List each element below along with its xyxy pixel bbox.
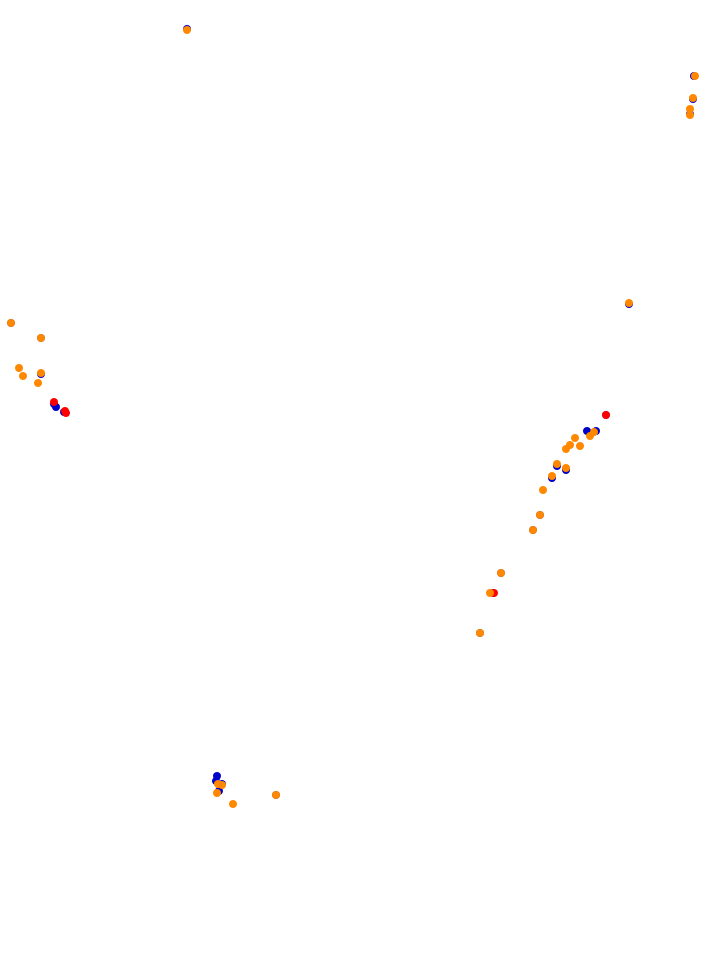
data-point	[213, 789, 221, 797]
data-point	[37, 369, 45, 377]
data-point	[539, 486, 547, 494]
series-2	[7, 26, 699, 808]
data-point	[571, 434, 579, 442]
data-point	[576, 442, 584, 450]
data-point	[19, 372, 27, 380]
data-point	[37, 334, 45, 342]
series-1	[50, 398, 610, 597]
data-point	[34, 379, 42, 387]
data-point	[486, 589, 494, 597]
data-point	[553, 460, 561, 468]
data-point	[15, 364, 23, 372]
data-point	[536, 511, 544, 519]
data-point	[272, 791, 280, 799]
data-point	[497, 569, 505, 577]
data-point	[476, 629, 484, 637]
data-point	[602, 411, 610, 419]
data-point	[590, 428, 598, 436]
data-point	[183, 26, 191, 34]
data-point	[691, 72, 699, 80]
data-point	[529, 526, 537, 534]
series-0	[7, 25, 698, 799]
data-point	[689, 94, 697, 102]
data-point	[686, 105, 694, 113]
data-point	[548, 472, 556, 480]
data-point	[625, 299, 633, 307]
data-point	[686, 111, 694, 119]
data-point	[562, 464, 570, 472]
data-point	[566, 441, 574, 449]
data-point	[7, 319, 15, 327]
data-point	[229, 800, 237, 808]
data-point	[61, 407, 69, 415]
data-point	[50, 398, 58, 406]
data-point	[218, 781, 226, 789]
